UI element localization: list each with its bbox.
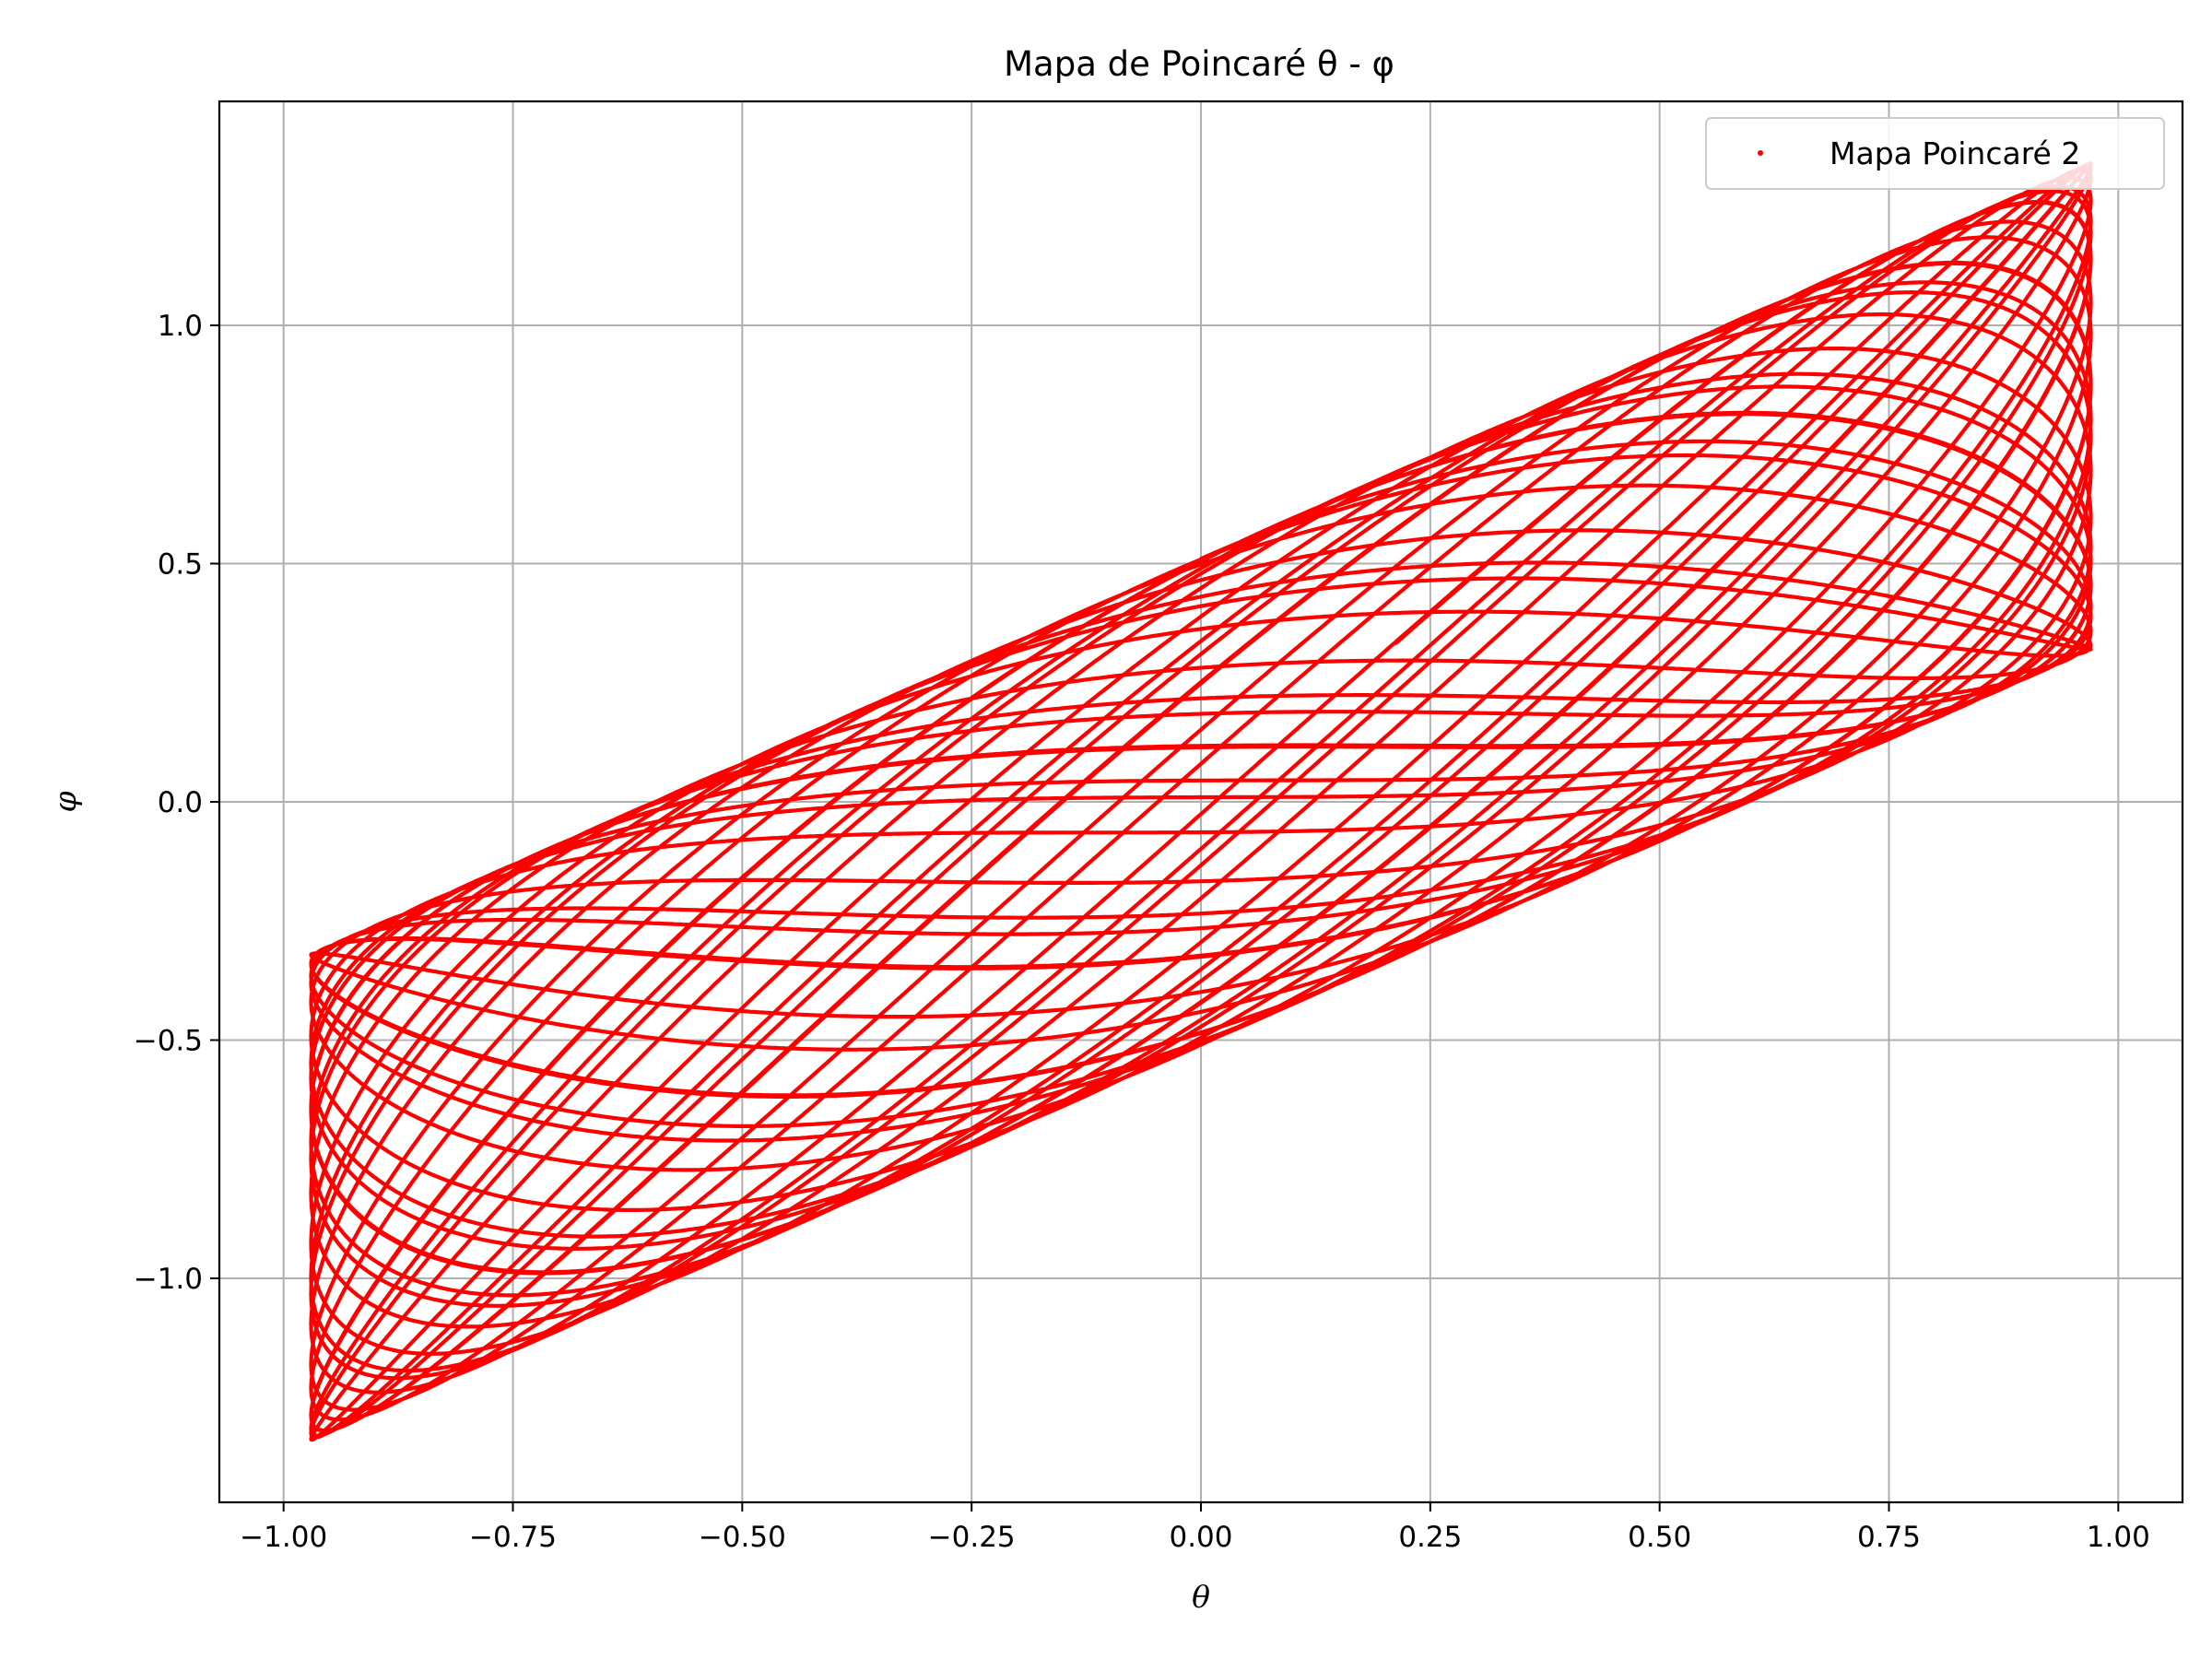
x-tick-label: 0.00 [1169,1521,1232,1554]
x-axis-label: θ [1192,1579,1210,1615]
y-tick-label: 0.5 [158,547,203,581]
y-axis-ticks: −1.0 −0.5 0.0 0.5 1.0 [134,310,219,1296]
y-tick-label: 0.0 [158,786,203,819]
series-mapa-poincare-2 [309,161,2093,1442]
y-tick-label: −1.0 [134,1263,203,1296]
x-axis-ticks: −1.00 −0.75 −0.50 −0.25 0.00 0.25 0.50 0.75 1.00 [240,1502,2150,1554]
x-tick-label: −0.50 [699,1521,786,1554]
y-tick-label: −0.5 [134,1025,203,1058]
x-tick-label: −0.25 [928,1521,1016,1554]
x-tick-label: 1.00 [2087,1521,2150,1554]
grid [219,101,2183,1502]
x-tick-label: −1.00 [240,1521,327,1554]
legend-label: Mapa Poincaré 2 [1830,135,2080,171]
x-tick-label: 0.75 [1857,1521,1921,1554]
legend-box [1705,117,2165,190]
x-tick-label: 0.25 [1398,1521,1462,1554]
y-tick-label: 1.0 [158,310,203,343]
y-axis-label: φ [47,791,83,812]
x-tick-label: −0.75 [469,1521,557,1554]
chart-title: Mapa de Poincaré θ - φ [1004,44,1394,84]
plot-area [309,161,2093,1442]
x-tick-label: 0.50 [1628,1521,1691,1554]
legend: Mapa Poincaré 2 [1705,117,2165,190]
legend-marker [1758,150,1763,156]
